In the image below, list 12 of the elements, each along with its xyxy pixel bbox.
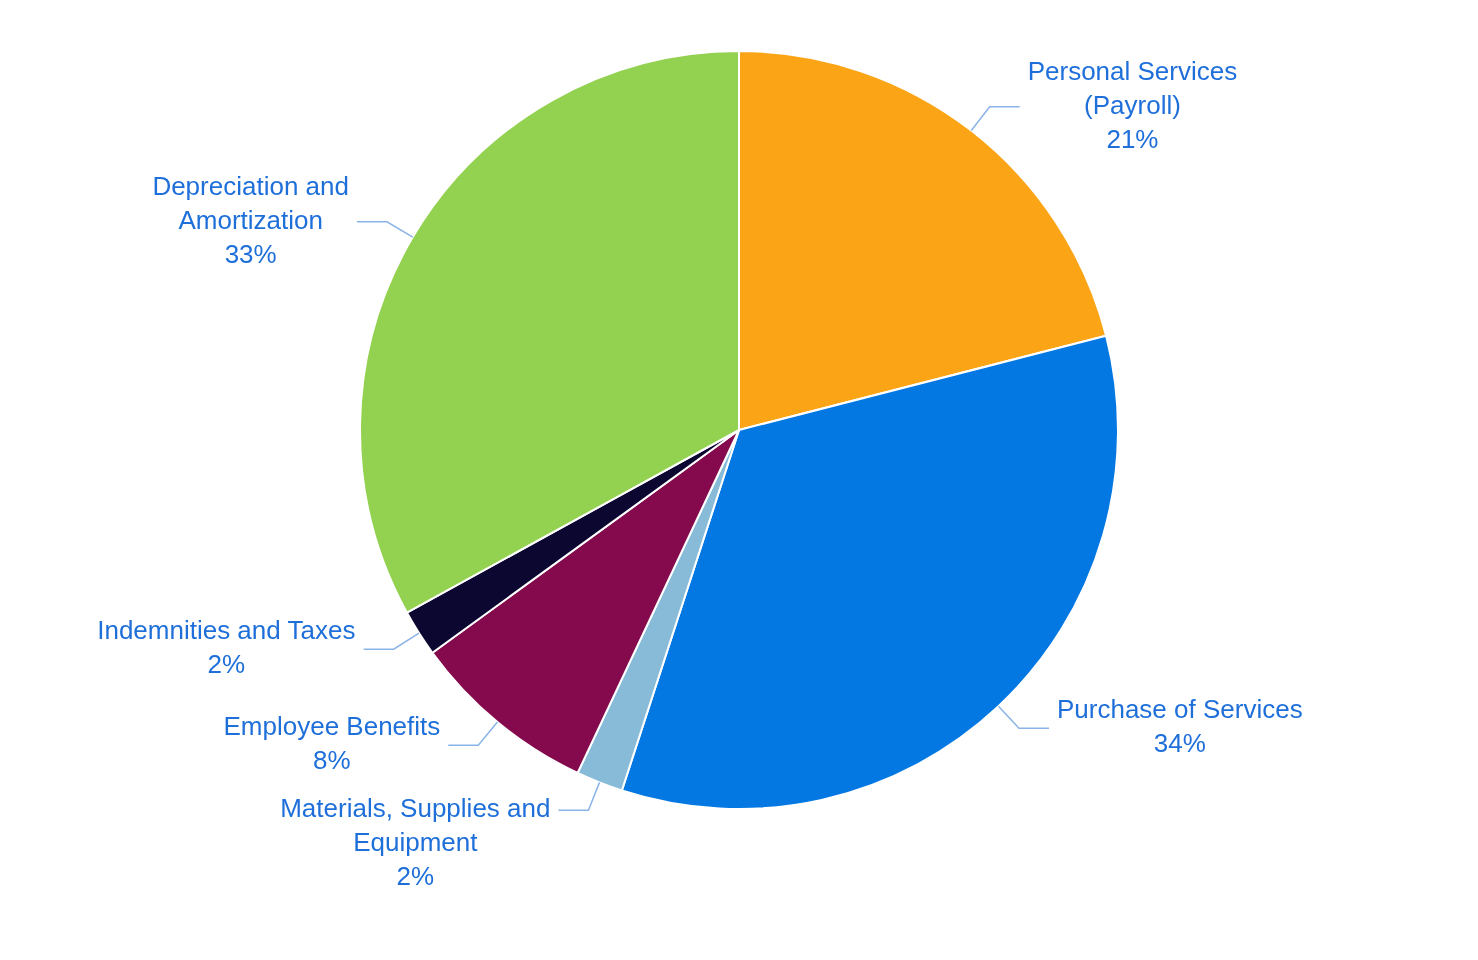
slice-label: Depreciation and Amortization	[152, 170, 349, 235]
data-label: 33%	[224, 238, 277, 269]
data-label: 2%	[207, 649, 246, 680]
data-label: 2%	[396, 861, 435, 892]
data-label: 34%	[1153, 728, 1206, 759]
slice-label: Personal Services (Payroll)	[1027, 56, 1238, 120]
slice-label: Indemnities and Taxes	[97, 615, 356, 646]
slice-label: Employee Benefits	[223, 711, 441, 742]
slice-label: Materials, Supplies and Equipment	[280, 793, 551, 858]
slice-label: Purchase of Services	[1056, 694, 1303, 725]
data-label: 21%	[1106, 124, 1159, 154]
data-label: 8%	[313, 745, 351, 776]
